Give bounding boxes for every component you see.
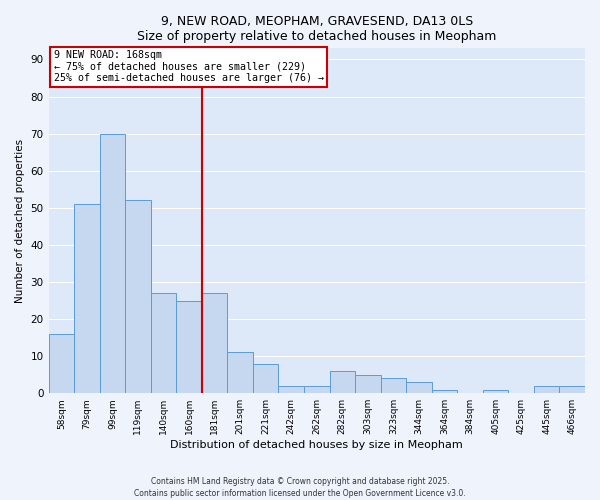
- Bar: [176, 300, 202, 393]
- Bar: [253, 364, 278, 393]
- Bar: [380, 378, 406, 393]
- Bar: [559, 386, 585, 393]
- Bar: [125, 200, 151, 393]
- Bar: [49, 334, 74, 393]
- Bar: [304, 386, 329, 393]
- Bar: [355, 374, 380, 393]
- Bar: [278, 386, 304, 393]
- Title: 9, NEW ROAD, MEOPHAM, GRAVESEND, DA13 0LS
Size of property relative to detached : 9, NEW ROAD, MEOPHAM, GRAVESEND, DA13 0L…: [137, 15, 496, 43]
- Bar: [74, 204, 100, 393]
- Y-axis label: Number of detached properties: Number of detached properties: [15, 138, 25, 303]
- Bar: [483, 390, 508, 393]
- Bar: [329, 371, 355, 393]
- Bar: [534, 386, 559, 393]
- Bar: [151, 293, 176, 393]
- Text: Contains HM Land Registry data © Crown copyright and database right 2025.
Contai: Contains HM Land Registry data © Crown c…: [134, 476, 466, 498]
- Bar: [406, 382, 432, 393]
- Text: 9 NEW ROAD: 168sqm
← 75% of detached houses are smaller (229)
25% of semi-detach: 9 NEW ROAD: 168sqm ← 75% of detached hou…: [54, 50, 324, 84]
- Bar: [202, 293, 227, 393]
- Bar: [100, 134, 125, 393]
- Bar: [227, 352, 253, 393]
- X-axis label: Distribution of detached houses by size in Meopham: Distribution of detached houses by size …: [170, 440, 463, 450]
- Bar: [432, 390, 457, 393]
